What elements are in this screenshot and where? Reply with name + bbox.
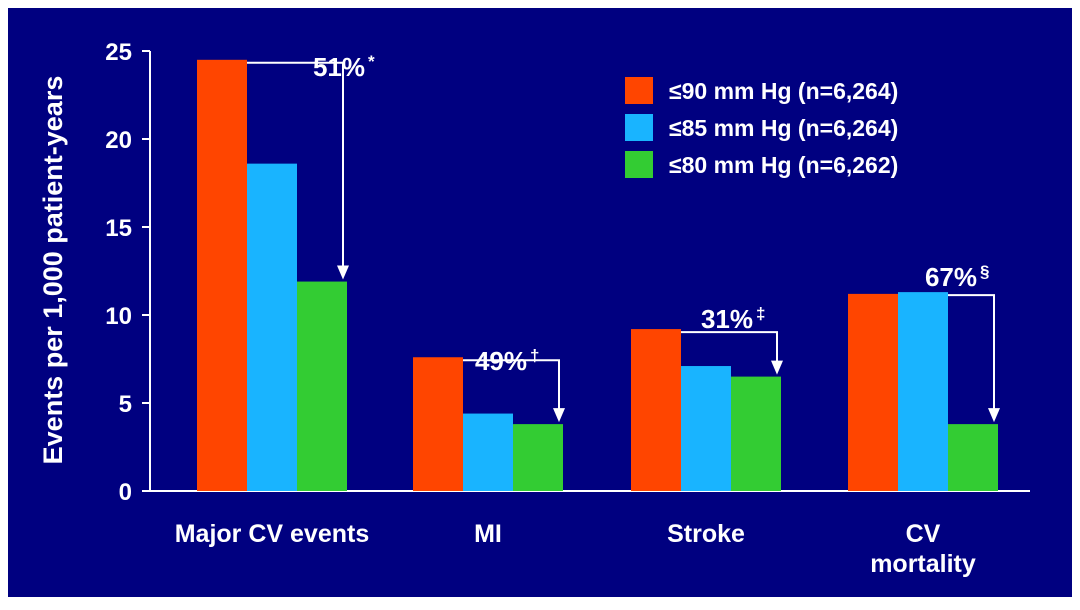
legend: ≤90 mm Hg (n=6,264) ≤85 mm Hg (n=6,264) ≤8… [625, 77, 898, 178]
x-tick-label: Stroke [667, 520, 745, 548]
legend-swatch [625, 77, 653, 104]
reduction-bracket [247, 61, 344, 268]
reduction-footnote-mark: § [980, 262, 989, 281]
arrowhead [988, 408, 1000, 423]
reduction-footnote-mark: † [530, 346, 539, 365]
y-tick-label: 10 [105, 303, 132, 330]
arrowhead [337, 265, 349, 280]
reduction-bracket [681, 331, 778, 363]
bar [848, 293, 898, 491]
bar [731, 376, 781, 491]
bar [197, 59, 247, 492]
legend-label: ≤80 mm Hg (n=6,262) [669, 152, 898, 178]
reduction-footnote-mark: * [368, 52, 375, 71]
bar [247, 163, 297, 491]
reduction-label: 31% [701, 304, 753, 334]
y-tick-label: 5 [119, 391, 132, 418]
arrowhead [553, 408, 565, 423]
y-axis-title: Events per 1,000 patient-years [38, 76, 68, 465]
reduction-label: 51% [313, 52, 365, 82]
legend-swatch [625, 151, 653, 178]
bar [681, 366, 731, 491]
bar [631, 329, 681, 491]
x-tick-label: MI [474, 520, 502, 548]
y-tick-label: 0 [119, 479, 132, 506]
reduction-footnote-mark: ‡ [756, 304, 765, 323]
reduction-bracket [948, 294, 995, 411]
y-tick-label: 20 [105, 127, 132, 154]
bar [413, 357, 463, 491]
bar [513, 424, 563, 491]
reduction-bracket [463, 359, 560, 411]
arrowhead [771, 360, 783, 375]
legend-label: ≤85 mm Hg (n=6,264) [669, 115, 898, 141]
bar [948, 424, 998, 491]
y-axis-title-group: Events per 1,000 patient-years [38, 76, 68, 465]
reduction-label: 49% [475, 346, 527, 376]
x-tick-label: Major CV events [175, 520, 370, 548]
legend-label: ≤90 mm Hg (n=6,264) [669, 78, 898, 104]
bar [463, 413, 513, 491]
legend-swatch [625, 114, 653, 141]
y-tick-label: 25 [105, 39, 132, 66]
plot-area: 0 5 10 15 20 25 Major CV events MI Stroke CV morta… [105, 39, 1030, 578]
bar [898, 292, 948, 491]
bar [297, 281, 347, 491]
reduction-label: 67% [925, 262, 977, 292]
x-tick-label: CV mortality [870, 520, 976, 578]
y-tick-label: 15 [105, 215, 132, 242]
